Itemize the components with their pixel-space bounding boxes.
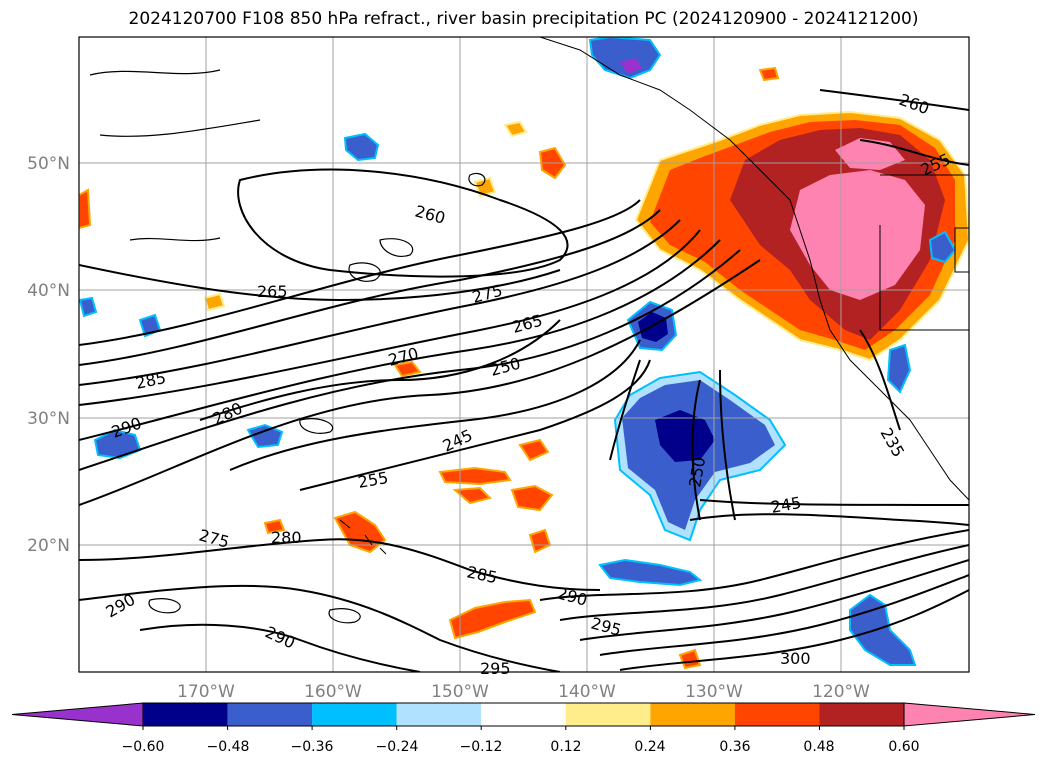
precipitation-field [79,37,969,670]
colorbar-swatch [481,703,566,726]
contour-label: 300 [780,649,811,668]
colorbar-tick-labels: −0.60 −0.48 −0.36 −0.24 −0.12 0.12 0.24 … [122,739,920,755]
colorbar-swatch [396,703,482,726]
map-frame [78,36,970,673]
lon-label: 120°W [812,682,870,702]
lat-label: 20°N [27,536,70,556]
colorbar-tick-label: −0.36 [291,739,334,755]
colorbar-extend-high [903,702,1036,727]
colorbar-swatch [143,703,228,726]
lon-label: 140°W [558,682,616,702]
colorbar-tick-label: 0.12 [550,739,581,755]
colorbar-tick-label: 0.60 [888,739,919,755]
lat-label: 30°N [27,409,70,429]
coastlines [339,37,969,555]
lat-label: 40°N [27,281,70,301]
colorbar-swatch [312,703,397,726]
colorbar-swatch [734,703,820,726]
lon-label: 130°W [685,682,743,702]
refractivity-contours [79,89,969,672]
colorbar-tick-label: −0.12 [460,739,503,755]
colorbar-extend-low [11,702,144,727]
contour-label: 265 [257,282,288,301]
colorbar-tick-label: 0.36 [719,739,750,755]
colorbar-tick-label: 0.48 [803,739,834,755]
strong-positive-core [790,170,925,300]
lon-label: 160°W [304,682,362,702]
colorbar-swatch [819,703,905,726]
colorbar-tick-label: −0.24 [376,739,419,755]
colorbar [11,702,1036,730]
map-title: 2024120700 F108 850 hPa refract., river … [128,9,919,29]
contour-label: 280 [271,528,302,547]
colorbar-tick-label: 0.24 [634,739,665,755]
colorbar-border [142,702,905,727]
minor-contours [89,69,486,624]
latitude-labels: 50°N 40°N 30°N 20°N [27,154,70,556]
colorbar-swatch [650,703,735,726]
colorbar-tick-label: −0.60 [122,739,165,755]
contour-label: 295 [480,659,511,678]
colorbar-swatch [227,703,313,726]
colorbar-tick-label: −0.48 [207,739,250,755]
lat-label: 50°N [27,154,70,174]
lon-label: 170°W [177,682,235,702]
lon-label: 150°W [431,682,489,702]
colorbar-swatch [565,703,651,726]
longitude-labels: 170°W 160°W 150°W 140°W 130°W 120°W [177,682,870,702]
graticule [79,37,969,672]
